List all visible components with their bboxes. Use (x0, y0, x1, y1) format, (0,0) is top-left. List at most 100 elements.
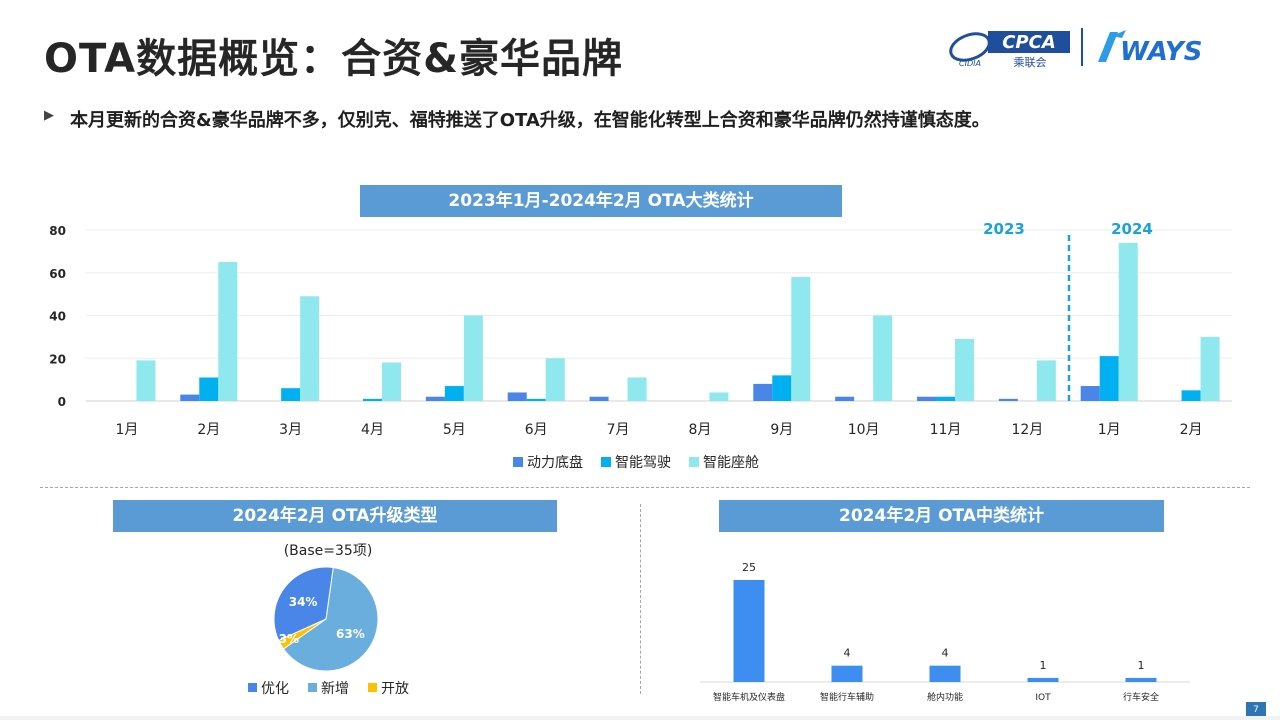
main-chart-grid (86, 229, 1232, 402)
pie-legend-swatch (308, 683, 317, 692)
mid-bar (733, 580, 765, 682)
page-subtitle: 本月更新的合资&豪华品牌不多，仅别克、福特推送了OTA升级，在智能化转型上合资和… (70, 110, 990, 131)
bar-动力底盘 (425, 396, 445, 401)
pie-legend-label: 优化 (261, 681, 289, 697)
bar-动力底盘 (180, 394, 200, 401)
bottom-bar (0, 716, 1280, 720)
section-divider (40, 487, 1250, 488)
mid-bar-value: 25 (742, 561, 756, 574)
y-tick-label: 80 (49, 224, 66, 238)
bar-智能驾驶 (199, 377, 219, 401)
mid-bar (831, 665, 863, 682)
y-tick-label: 40 (49, 310, 66, 324)
pie-chart: 63% 3% 34% 优化 新增 开放 (248, 566, 409, 697)
legend-swatch (601, 457, 611, 467)
column-divider (640, 504, 641, 694)
legend-label: 智能驾驶 (615, 455, 671, 471)
pie-legend-label: 开放 (381, 681, 409, 697)
x-tick-label: 3月 (279, 422, 302, 438)
triangle-right-icon: ▶ (44, 108, 54, 123)
x-tick-label: 2月 (1180, 422, 1203, 438)
page-title: OTA数据概览：合资&豪华品牌 (44, 36, 624, 82)
x-tick-label: 12月 (1011, 422, 1043, 438)
year-2024-label: 2024 (1111, 220, 1153, 238)
pie-base-note: (Base=35项) (283, 543, 373, 559)
y-tick-label: 0 (58, 395, 66, 409)
mid-category-label: 行车安全 (1123, 691, 1159, 703)
bar-智能驾驶 (936, 396, 955, 401)
x-tick-label: 11月 (930, 422, 962, 438)
mid-chart-bars: 25 智能车机及仪表盘 4 智能行车辅助 4 舱内功能 1 IOT 1 行车安全 (700, 561, 1190, 703)
x-tick-label: 6月 (525, 422, 548, 438)
x-tick-label: 8月 (688, 422, 711, 438)
cpca-logo: CPCA 乘联会 CIDIA (949, 31, 1070, 69)
bar-智能驾驶 (363, 398, 382, 401)
pie-label: 34% (289, 595, 318, 609)
x-tick-label: 2月 (197, 422, 220, 438)
mid-chart-banner: 2024年2月 OTA中类统计 (719, 500, 1164, 532)
mid-category-label: 智能行车辅助 (820, 691, 874, 703)
main-chart-bars (136, 242, 1220, 401)
bar-智能座舱 (955, 339, 974, 401)
mid-category-label: 舱内功能 (927, 691, 963, 703)
bar-动力底盘 (917, 396, 936, 401)
y-tick-label: 60 (49, 267, 66, 281)
mid-category-label: 智能车机及仪表盘 (713, 691, 785, 703)
x-tick-label: 1月 (1098, 422, 1121, 438)
bar-动力底盘 (1080, 386, 1100, 401)
cpca-text: CPCA (1002, 32, 1056, 53)
mid-bar (1027, 677, 1059, 682)
logo-group: CPCA 乘联会 CIDIA WAYS (948, 26, 1228, 70)
ways-logo: WAYS (1098, 30, 1202, 67)
main-chart-legend: 动力底盘 智能驾驶 智能座舱 (513, 454, 759, 471)
cpca-mark-text: CIDIA (959, 59, 981, 68)
bar-动力底盘 (589, 396, 609, 401)
bar-智能驾驶 (526, 398, 546, 401)
pie-labels: 63% 3% 34% (279, 595, 365, 646)
logos-svg: CPCA 乘联会 CIDIA WAYS (949, 28, 1202, 69)
x-tick-label: 4月 (361, 422, 384, 438)
x-tick-label: 10月 (848, 422, 880, 438)
bar-智能驾驶 (1099, 356, 1119, 401)
bar-智能座舱 (218, 262, 238, 401)
main-chart-banner: 2023年1月-2024年2月 OTA大类统计 (360, 185, 842, 217)
pie-legend: 优化 新增 开放 (248, 681, 409, 697)
cpca-sub-text: 乘联会 (1014, 56, 1047, 69)
logo-divider (1081, 28, 1083, 66)
x-tick-label: 7月 (607, 422, 630, 438)
x-tick-label: 5月 (443, 422, 466, 438)
mid-bar-value: 4 (844, 647, 851, 660)
main-chart-x-ticks: 1月 2月 3月 4月 5月 6月 7月 8月 9月 10月 11月 12月 1月 2月 (115, 422, 1202, 438)
mid-bar-value: 1 (1138, 659, 1145, 672)
bar-智能座舱 (709, 392, 729, 401)
page-number: 7 (1246, 702, 1266, 718)
y-tick-label: 20 (49, 352, 66, 366)
bar-智能驾驶 (1181, 390, 1201, 401)
bar-智能座舱 (300, 296, 320, 401)
bar-智能驾驶 (772, 375, 792, 401)
bar-智能座舱 (463, 315, 483, 401)
mid-bar-value: 1 (1040, 659, 1047, 672)
pie-label: 63% (336, 627, 365, 641)
pie-slice-新增 (282, 566, 379, 672)
pie-label: 3% (279, 632, 299, 646)
bar-动力底盘 (835, 396, 855, 401)
bar-智能座舱 (873, 315, 893, 401)
bar-动力底盘 (998, 398, 1018, 401)
bar-智能座舱 (1036, 360, 1056, 401)
bar-智能驾驶 (444, 386, 464, 401)
mid-bar (1125, 677, 1157, 682)
bar-动力底盘 (507, 392, 527, 401)
main-bar-chart: 1月 2月 3月 4月 5月 6月 7月 8月 9月 10月 11月 12月 1月 2月 0 20 40 60 8… (49, 220, 1232, 471)
pie-legend-swatch (368, 683, 377, 692)
legend-swatch (513, 457, 523, 467)
mid-category-label: IOT (1035, 693, 1051, 703)
x-tick-label: 1月 (115, 422, 138, 438)
bar-智能座舱 (627, 377, 647, 401)
bar-智能座舱 (136, 360, 156, 401)
pie-legend-swatch (248, 683, 257, 692)
pie-chart-banner: 2024年2月 OTA升级类型 (113, 500, 557, 532)
mid-bar-value: 4 (942, 647, 949, 660)
x-tick-label: 9月 (770, 422, 793, 438)
pie-slices (273, 566, 379, 672)
